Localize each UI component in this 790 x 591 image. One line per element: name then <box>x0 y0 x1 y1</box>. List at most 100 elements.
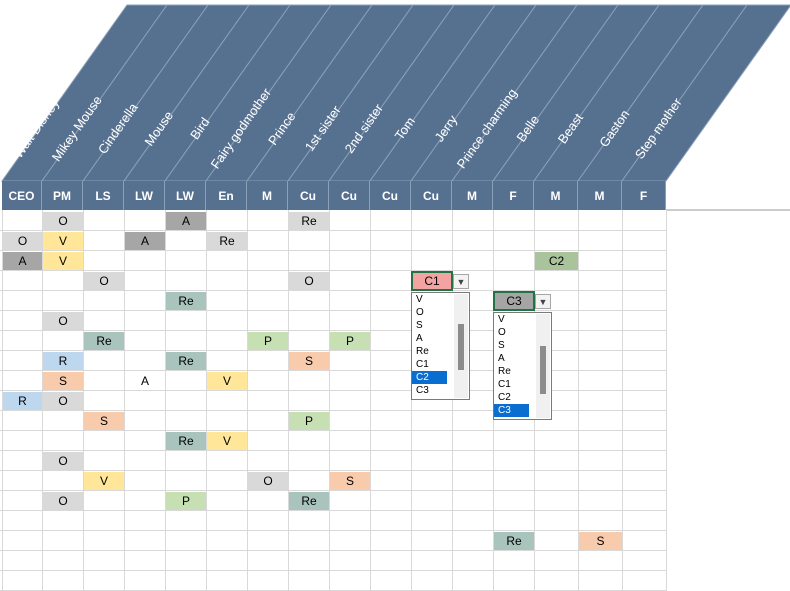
gridline <box>370 210 371 590</box>
dropdown-list[interactable]: V O S A Re C1 C2 C3 <box>411 292 470 400</box>
gridline <box>2 210 3 590</box>
matrix-cell[interactable]: Re <box>289 492 329 510</box>
matrix-cell[interactable]: Re <box>166 432 206 450</box>
scrollbar-thumb[interactable] <box>540 346 546 394</box>
dropdown-option[interactable]: S <box>498 340 505 351</box>
dropdown-option[interactable]: O <box>498 327 506 338</box>
dropdown-scrollbar[interactable] <box>454 294 468 398</box>
matrix-cell[interactable]: R <box>43 352 83 370</box>
matrix-cell[interactable]: O <box>43 492 83 510</box>
role-header-cell[interactable]: M <box>578 181 622 210</box>
active-cell[interactable]: C3 <box>493 291 535 311</box>
matrix-cell[interactable]: O <box>43 212 83 230</box>
dropdown-option[interactable]: C1 <box>498 379 511 390</box>
gridline <box>0 350 667 351</box>
role-header-cell[interactable]: M <box>247 181 288 210</box>
matrix-cell[interactable]: V <box>84 472 124 490</box>
role-header-cell[interactable]: PM <box>42 181 83 210</box>
chevron-down-icon: ▼ <box>456 276 466 287</box>
matrix-cell[interactable]: O <box>43 452 83 470</box>
role-header-cell[interactable]: LW <box>165 181 206 210</box>
gridline <box>83 210 84 590</box>
matrix-cell[interactable]: O <box>289 272 329 290</box>
matrix-cell[interactable]: P <box>289 412 329 430</box>
matrix-cell[interactable]: S <box>579 532 622 550</box>
matrix-cell[interactable]: Re <box>289 212 329 230</box>
gridline <box>0 250 667 251</box>
role-header-cell[interactable]: LS <box>83 181 124 210</box>
matrix-cell[interactable]: V <box>207 432 247 450</box>
gridline <box>0 470 667 471</box>
gridline <box>288 210 289 590</box>
role-header-cell[interactable]: F <box>622 181 666 210</box>
role-header-cell[interactable]: Cu <box>370 181 411 210</box>
matrix-cell[interactable]: Re <box>494 532 534 550</box>
matrix-cell[interactable]: Re <box>84 332 124 350</box>
role-header-cell[interactable]: Cu <box>288 181 329 210</box>
gridline <box>0 290 667 291</box>
dropdown-option[interactable]: Re <box>498 366 511 377</box>
matrix-cell[interactable]: P <box>166 492 206 510</box>
matrix-cell[interactable]: O <box>248 472 288 490</box>
gridline <box>0 570 667 571</box>
dropdown-option[interactable]: Re <box>416 346 429 357</box>
matrix-cell[interactable]: A <box>166 212 206 230</box>
role-header-cell[interactable]: Cu <box>329 181 370 210</box>
dropdown-option[interactable]: V <box>498 314 505 325</box>
role-header-cell[interactable]: LW <box>124 181 165 210</box>
dropdown-scrollbar[interactable] <box>536 314 550 418</box>
role-header-cell[interactable]: F <box>493 181 534 210</box>
matrix-cell[interactable]: C2 <box>535 252 578 270</box>
gridline <box>411 210 412 590</box>
matrix-cell[interactable]: O <box>84 272 124 290</box>
role-header-cell[interactable]: En <box>206 181 247 210</box>
matrix-cell[interactable]: V <box>207 372 247 390</box>
matrix-cell[interactable]: S <box>289 352 329 370</box>
gridline <box>622 210 623 590</box>
matrix-cell[interactable]: A <box>140 374 149 388</box>
matrix-cell[interactable]: A <box>3 252 42 270</box>
matrix-cell[interactable]: Re <box>166 352 206 370</box>
matrix-cell[interactable]: S <box>84 412 124 430</box>
role-header-cell[interactable]: M <box>534 181 578 210</box>
matrix-cell[interactable]: R <box>3 392 42 410</box>
matrix-cell[interactable]: S <box>43 372 83 390</box>
dropdown-arrow-button[interactable]: ▼ <box>453 274 469 289</box>
gridline <box>666 210 667 590</box>
matrix-cell[interactable]: P <box>330 332 370 350</box>
matrix-cell[interactable]: Re <box>166 292 206 310</box>
matrix-cell[interactable]: V <box>43 252 83 270</box>
dropdown-option[interactable]: C3 <box>416 385 429 396</box>
gridline <box>42 210 43 590</box>
dropdown-option[interactable]: A <box>416 333 423 344</box>
dropdown-list[interactable]: V O S A Re C1 C2 C3 <box>493 312 552 420</box>
gridline <box>206 210 207 590</box>
dropdown-option[interactable]: C3 <box>494 404 529 417</box>
gridline <box>329 210 330 590</box>
matrix-cell[interactable]: Re <box>207 232 247 250</box>
dropdown-option[interactable]: C2 <box>498 392 511 403</box>
gridline <box>0 510 667 511</box>
gridline <box>452 210 453 590</box>
gridline <box>0 450 667 451</box>
matrix-cell[interactable]: P <box>248 332 288 350</box>
scrollbar-thumb[interactable] <box>458 324 464 370</box>
matrix-cell[interactable]: O <box>3 232 42 250</box>
dropdown-option[interactable]: C1 <box>416 359 429 370</box>
active-cell[interactable]: C1 <box>411 271 453 291</box>
matrix-cell[interactable]: O <box>43 312 83 330</box>
dropdown-option[interactable]: A <box>498 353 505 364</box>
role-header-cell[interactable]: CEO <box>2 181 42 210</box>
role-header-cell[interactable]: M <box>452 181 493 210</box>
dropdown-option[interactable]: O <box>416 307 424 318</box>
role-header-cell[interactable]: Cu <box>411 181 452 210</box>
matrix-cell[interactable]: V <box>43 232 83 250</box>
matrix-cell[interactable]: S <box>330 472 370 490</box>
dropdown-option[interactable]: S <box>416 320 423 331</box>
matrix-cell[interactable]: O <box>43 392 83 410</box>
dropdown-arrow-button[interactable]: ▼ <box>535 294 551 309</box>
matrix-cell[interactable]: A <box>125 232 165 250</box>
dropdown-option[interactable]: V <box>416 294 423 305</box>
dropdown-option[interactable]: C2 <box>412 371 447 384</box>
